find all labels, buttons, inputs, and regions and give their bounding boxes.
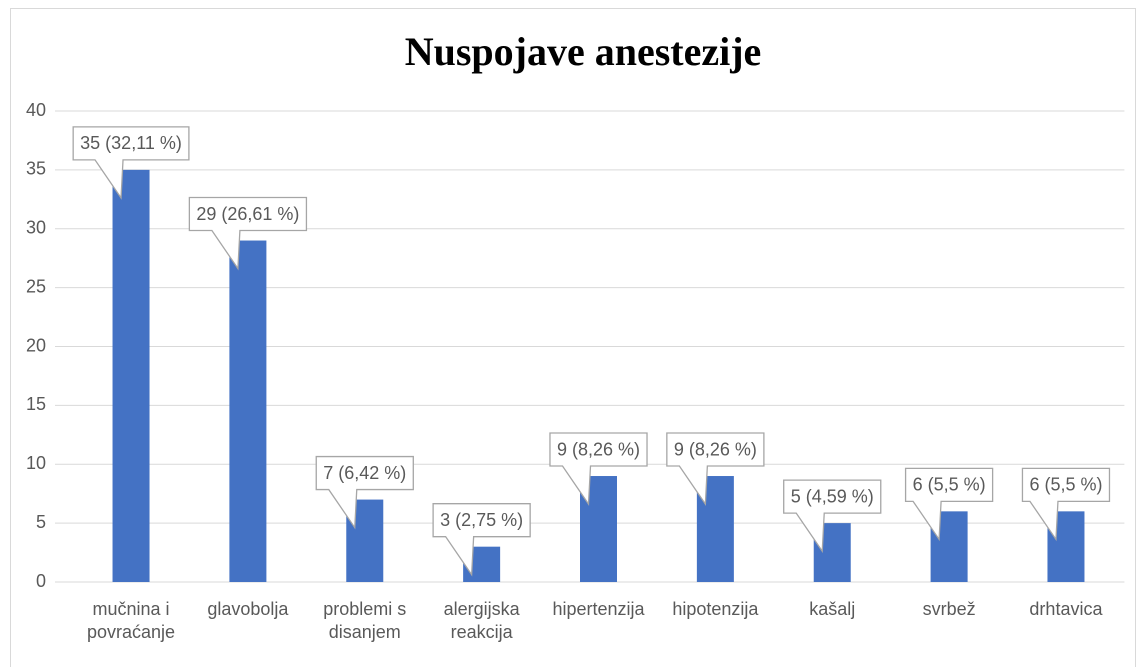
data-label: 6 (5,5 %) bbox=[1029, 475, 1102, 495]
y-tick-label: 35 bbox=[26, 159, 46, 179]
data-label-callout bbox=[188, 196, 308, 271]
bar bbox=[112, 169, 150, 582]
x-tick-label: problemi s disanjem bbox=[323, 599, 407, 642]
x-tick-label: mučnina i povraćanje bbox=[87, 599, 176, 642]
bar bbox=[229, 240, 267, 582]
y-tick-label: 40 bbox=[26, 100, 46, 120]
chart-border bbox=[10, 8, 1136, 667]
x-tick-label: hipotenzija bbox=[672, 599, 759, 619]
y-tick-label: 25 bbox=[26, 276, 46, 296]
y-tick-label: 5 bbox=[36, 512, 46, 532]
y-tick-label: 10 bbox=[26, 453, 46, 473]
y-tick-label: 20 bbox=[26, 335, 46, 355]
x-tick-label: glavobolja bbox=[207, 599, 289, 619]
data-label-callout bbox=[432, 503, 531, 577]
data-label-callout bbox=[72, 126, 190, 200]
data-label-callout bbox=[904, 467, 994, 542]
data-label: 3 (2,75 %) bbox=[440, 510, 523, 530]
x-tick-label: kašalj bbox=[809, 599, 856, 619]
data-label: 35 (32,11 %) bbox=[80, 133, 182, 153]
data-label: 7 (6,42 %) bbox=[323, 463, 406, 483]
data-label: 9 (8,26 %) bbox=[674, 439, 757, 459]
x-tick-label: drhtavica bbox=[1029, 599, 1103, 619]
y-tick-label: 15 bbox=[26, 394, 46, 414]
data-label-callout bbox=[783, 479, 882, 554]
data-label: 9 (8,26 %) bbox=[557, 439, 640, 459]
y-tick-label: 30 bbox=[26, 218, 46, 238]
y-tick-label: 0 bbox=[36, 571, 46, 591]
x-tick-label: svrbež bbox=[922, 599, 976, 619]
data-label: 5 (4,59 %) bbox=[791, 486, 874, 506]
x-tick-label: hipertenzija bbox=[552, 599, 645, 619]
data-label-callout bbox=[666, 432, 765, 506]
data-label-callout bbox=[549, 432, 648, 506]
data-label: 29 (26,61 %) bbox=[196, 204, 299, 224]
data-label: 6 (5,5 %) bbox=[913, 475, 986, 495]
data-label-callout bbox=[315, 455, 414, 530]
chart-title: Nuspojave anestezije bbox=[405, 29, 762, 74]
data-label-callout bbox=[1021, 467, 1111, 542]
x-tick-label: alergijska reakcija bbox=[443, 599, 520, 642]
